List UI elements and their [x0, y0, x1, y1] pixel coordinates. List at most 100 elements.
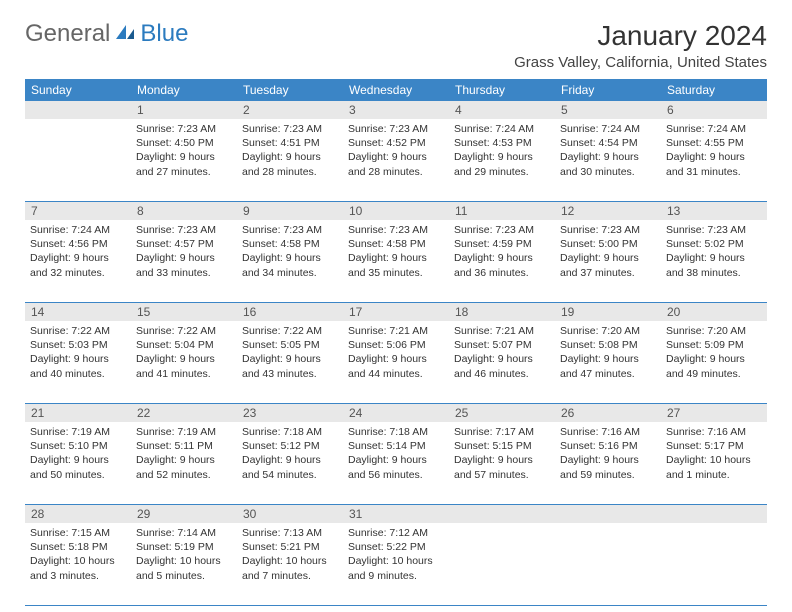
sunrise-text: Sunrise: 7:24 AM — [560, 122, 656, 136]
sunrise-text: Sunrise: 7:12 AM — [348, 526, 444, 540]
sunrise-text: Sunrise: 7:21 AM — [454, 324, 550, 338]
day-cell — [449, 523, 555, 605]
day1-text: Daylight: 9 hours — [666, 352, 762, 366]
day-number: 20 — [661, 303, 767, 321]
day2-text: and 37 minutes. — [560, 266, 656, 280]
day-number: 12 — [555, 202, 661, 220]
day2-text: and 57 minutes. — [454, 468, 550, 482]
day2-text: and 35 minutes. — [348, 266, 444, 280]
day1-text: Daylight: 9 hours — [30, 352, 126, 366]
sunset-text: Sunset: 5:15 PM — [454, 439, 550, 453]
day1-text: Daylight: 9 hours — [242, 453, 338, 467]
day2-text: and 52 minutes. — [136, 468, 232, 482]
sunset-text: Sunset: 4:53 PM — [454, 136, 550, 150]
daynum-row: 28293031 — [25, 505, 767, 523]
week-row: Sunrise: 7:22 AMSunset: 5:03 PMDaylight:… — [25, 321, 767, 404]
day2-text: and 31 minutes. — [666, 165, 762, 179]
sunset-text: Sunset: 5:12 PM — [242, 439, 338, 453]
day2-text: and 44 minutes. — [348, 367, 444, 381]
day-number — [25, 101, 131, 119]
day-number: 23 — [237, 404, 343, 422]
day-number: 24 — [343, 404, 449, 422]
day2-text: and 40 minutes. — [30, 367, 126, 381]
day1-text: Daylight: 10 hours — [666, 453, 762, 467]
day-cell: Sunrise: 7:24 AMSunset: 4:54 PMDaylight:… — [555, 119, 661, 201]
sunset-text: Sunset: 5:05 PM — [242, 338, 338, 352]
daynum-row: 14151617181920 — [25, 303, 767, 321]
logo-text-2: Blue — [140, 20, 188, 48]
sunset-text: Sunset: 5:03 PM — [30, 338, 126, 352]
sunrise-text: Sunrise: 7:14 AM — [136, 526, 232, 540]
day2-text: and 3 minutes. — [30, 569, 126, 583]
sunset-text: Sunset: 5:19 PM — [136, 540, 232, 554]
day-cell: Sunrise: 7:13 AMSunset: 5:21 PMDaylight:… — [237, 523, 343, 605]
title-block: January 2024 Grass Valley, California, U… — [514, 20, 767, 71]
day1-text: Daylight: 9 hours — [30, 251, 126, 265]
day1-text: Daylight: 9 hours — [454, 150, 550, 164]
day-cell: Sunrise: 7:23 AMSunset: 4:59 PMDaylight:… — [449, 220, 555, 302]
logo-text-1: General — [25, 20, 110, 48]
day-number: 8 — [131, 202, 237, 220]
day2-text: and 49 minutes. — [666, 367, 762, 381]
sunset-text: Sunset: 5:14 PM — [348, 439, 444, 453]
sunset-text: Sunset: 5:07 PM — [454, 338, 550, 352]
sunset-text: Sunset: 4:56 PM — [30, 237, 126, 251]
sunrise-text: Sunrise: 7:15 AM — [30, 526, 126, 540]
day-cell: Sunrise: 7:24 AMSunset: 4:53 PMDaylight:… — [449, 119, 555, 201]
week-row: Sunrise: 7:15 AMSunset: 5:18 PMDaylight:… — [25, 523, 767, 606]
day-cell: Sunrise: 7:19 AMSunset: 5:11 PMDaylight:… — [131, 422, 237, 504]
day2-text: and 9 minutes. — [348, 569, 444, 583]
day-number: 18 — [449, 303, 555, 321]
day2-text: and 27 minutes. — [136, 165, 232, 179]
day1-text: Daylight: 9 hours — [560, 150, 656, 164]
day-cell: Sunrise: 7:23 AMSunset: 4:58 PMDaylight:… — [343, 220, 449, 302]
sunset-text: Sunset: 5:22 PM — [348, 540, 444, 554]
sunrise-text: Sunrise: 7:24 AM — [30, 223, 126, 237]
daynum-row: 21222324252627 — [25, 404, 767, 422]
day1-text: Daylight: 9 hours — [30, 453, 126, 467]
day1-text: Daylight: 10 hours — [242, 554, 338, 568]
day1-text: Daylight: 9 hours — [136, 352, 232, 366]
week-row: Sunrise: 7:23 AMSunset: 4:50 PMDaylight:… — [25, 119, 767, 202]
sunrise-text: Sunrise: 7:18 AM — [242, 425, 338, 439]
day-cell: Sunrise: 7:23 AMSunset: 5:00 PMDaylight:… — [555, 220, 661, 302]
day2-text: and 7 minutes. — [242, 569, 338, 583]
day1-text: Daylight: 9 hours — [348, 251, 444, 265]
day2-text: and 28 minutes. — [348, 165, 444, 179]
day-number: 14 — [25, 303, 131, 321]
day1-text: Daylight: 9 hours — [560, 251, 656, 265]
sunset-text: Sunset: 5:10 PM — [30, 439, 126, 453]
day-cell: Sunrise: 7:14 AMSunset: 5:19 PMDaylight:… — [131, 523, 237, 605]
day-number: 1 — [131, 101, 237, 119]
day1-text: Daylight: 9 hours — [348, 150, 444, 164]
day-number: 2 — [237, 101, 343, 119]
sunrise-text: Sunrise: 7:20 AM — [666, 324, 762, 338]
day-cell: Sunrise: 7:21 AMSunset: 5:07 PMDaylight:… — [449, 321, 555, 403]
sunrise-text: Sunrise: 7:23 AM — [348, 122, 444, 136]
day2-text: and 54 minutes. — [242, 468, 338, 482]
day-number: 9 — [237, 202, 343, 220]
day1-text: Daylight: 9 hours — [666, 251, 762, 265]
week-row: Sunrise: 7:24 AMSunset: 4:56 PMDaylight:… — [25, 220, 767, 303]
day-number: 25 — [449, 404, 555, 422]
day-cell: Sunrise: 7:21 AMSunset: 5:06 PMDaylight:… — [343, 321, 449, 403]
day-cell: Sunrise: 7:16 AMSunset: 5:17 PMDaylight:… — [661, 422, 767, 504]
day-cell: Sunrise: 7:19 AMSunset: 5:10 PMDaylight:… — [25, 422, 131, 504]
week-row: Sunrise: 7:19 AMSunset: 5:10 PMDaylight:… — [25, 422, 767, 505]
day1-text: Daylight: 9 hours — [454, 251, 550, 265]
day-number — [449, 505, 555, 523]
daynum-row: 78910111213 — [25, 202, 767, 220]
sunrise-text: Sunrise: 7:23 AM — [242, 122, 338, 136]
day-cell: Sunrise: 7:20 AMSunset: 5:08 PMDaylight:… — [555, 321, 661, 403]
day1-text: Daylight: 9 hours — [560, 352, 656, 366]
day2-text: and 32 minutes. — [30, 266, 126, 280]
weekday-header: Friday — [555, 79, 661, 101]
logo: General Blue — [25, 20, 188, 48]
sunrise-text: Sunrise: 7:23 AM — [348, 223, 444, 237]
weekday-header: Tuesday — [237, 79, 343, 101]
day-cell — [661, 523, 767, 605]
sunrise-text: Sunrise: 7:23 AM — [666, 223, 762, 237]
day2-text: and 29 minutes. — [454, 165, 550, 179]
day-cell: Sunrise: 7:23 AMSunset: 4:58 PMDaylight:… — [237, 220, 343, 302]
sunrise-text: Sunrise: 7:23 AM — [242, 223, 338, 237]
